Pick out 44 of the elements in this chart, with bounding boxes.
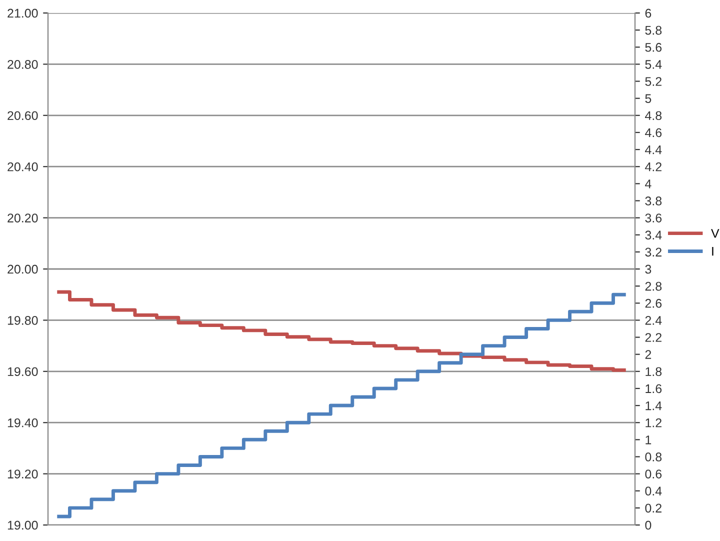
y-tick-label: 19.20 xyxy=(8,470,38,478)
y2-tick-label: 6 xyxy=(645,8,652,18)
y2-tick-label: 0.6 xyxy=(645,470,662,478)
y2-tick-label: 1.6 xyxy=(646,384,662,394)
y2-tick-label: 3.2 xyxy=(645,248,662,257)
y2-tick-label: 4.4 xyxy=(645,145,662,154)
y-tick-label: 20.20 xyxy=(8,214,38,222)
y2-tick-label: 4.8 xyxy=(645,111,662,120)
y-tick-label: 21.00 xyxy=(8,8,38,18)
y-tick-label: 20.80 xyxy=(8,60,38,69)
y2-tick-label: 3 xyxy=(645,264,652,274)
y-tick-label: 20.60 xyxy=(8,111,38,120)
y2-tick-label: 3.8 xyxy=(645,196,662,206)
legend-label: V xyxy=(711,229,720,238)
y2-tick-label: 0 xyxy=(645,520,652,530)
y2-tick-label: 4.2 xyxy=(645,162,662,172)
y2-tick-label: 0.4 xyxy=(645,486,662,496)
y-tick-label: 20.40 xyxy=(8,162,38,172)
legend-label: I xyxy=(712,246,714,256)
y2-tick-label: 5.6 xyxy=(645,42,662,52)
y-tick-label: 19.60 xyxy=(8,367,38,376)
y2-tick-label: 3.6 xyxy=(645,214,662,222)
y2-tick-label: 4.6 xyxy=(645,128,662,138)
y-tick-label: 20.00 xyxy=(8,264,38,274)
y2-tick-label: 3.4 xyxy=(645,230,662,240)
y-tick-label: 19.40 xyxy=(8,418,38,428)
y2-tick-label: 5.2 xyxy=(645,77,662,86)
y2-tick-label: 2 xyxy=(645,350,652,359)
y2-tick-label: 1 xyxy=(646,436,652,444)
y2-tick-label: 1.2 xyxy=(646,418,662,428)
y-tick-label: 19.00 xyxy=(8,520,38,530)
y2-tick-label: 5 xyxy=(645,94,652,103)
y2-tick-label: 2.2 xyxy=(645,333,662,342)
y2-tick-label: 4 xyxy=(645,180,652,188)
y2-tick-label: 2.4 xyxy=(645,316,662,325)
y2-tick-label: 1.8 xyxy=(646,367,662,376)
y2-tick-label: 2.8 xyxy=(645,282,662,291)
y2-tick-label: 5.8 xyxy=(645,26,662,35)
y-tick-label: 19.80 xyxy=(8,316,38,325)
y2-tick-label: 1.4 xyxy=(646,401,662,410)
y2-tick-label: 0.2 xyxy=(645,504,662,513)
y2-tick-label: 2.6 xyxy=(645,298,662,308)
y2-tick-label: 5.4 xyxy=(645,60,662,69)
y2-tick-label: 0.8 xyxy=(645,452,662,462)
